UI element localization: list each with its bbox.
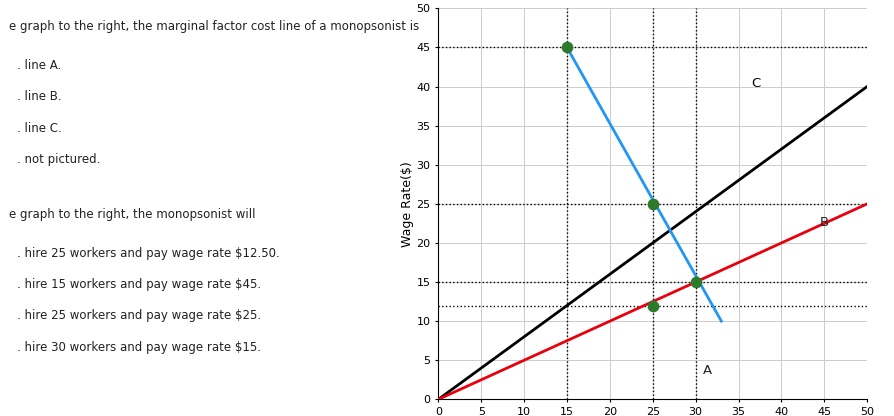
Text: . line B.: . line B. — [17, 90, 62, 104]
Text: . hire 25 workers and pay wage rate $25.: . hire 25 workers and pay wage rate $25. — [17, 310, 261, 322]
Point — [560, 44, 574, 51]
Text: . line C.: . line C. — [17, 122, 62, 135]
Text: . not pictured.: . not pictured. — [17, 153, 100, 166]
Text: . hire 30 workers and pay wage rate $15.: . hire 30 workers and pay wage rate $15. — [17, 341, 261, 354]
Text: C: C — [751, 77, 761, 90]
Text: A: A — [703, 364, 712, 377]
Point — [688, 279, 703, 285]
Text: . hire 15 workers and pay wage rate $45.: . hire 15 workers and pay wage rate $45. — [17, 278, 261, 291]
Text: . hire 25 workers and pay wage rate $12.50.: . hire 25 workers and pay wage rate $12.… — [17, 247, 280, 260]
Point — [645, 302, 660, 309]
Text: e graph to the right, the monopsonist will: e graph to the right, the monopsonist wi… — [9, 208, 256, 221]
Y-axis label: Wage Rate($): Wage Rate($) — [401, 161, 414, 247]
Text: e graph to the right, the marginal factor cost line of a monopsonist is: e graph to the right, the marginal facto… — [9, 20, 419, 33]
Text: . line A.: . line A. — [17, 59, 62, 72]
Text: B: B — [820, 215, 829, 228]
Point — [645, 201, 660, 207]
